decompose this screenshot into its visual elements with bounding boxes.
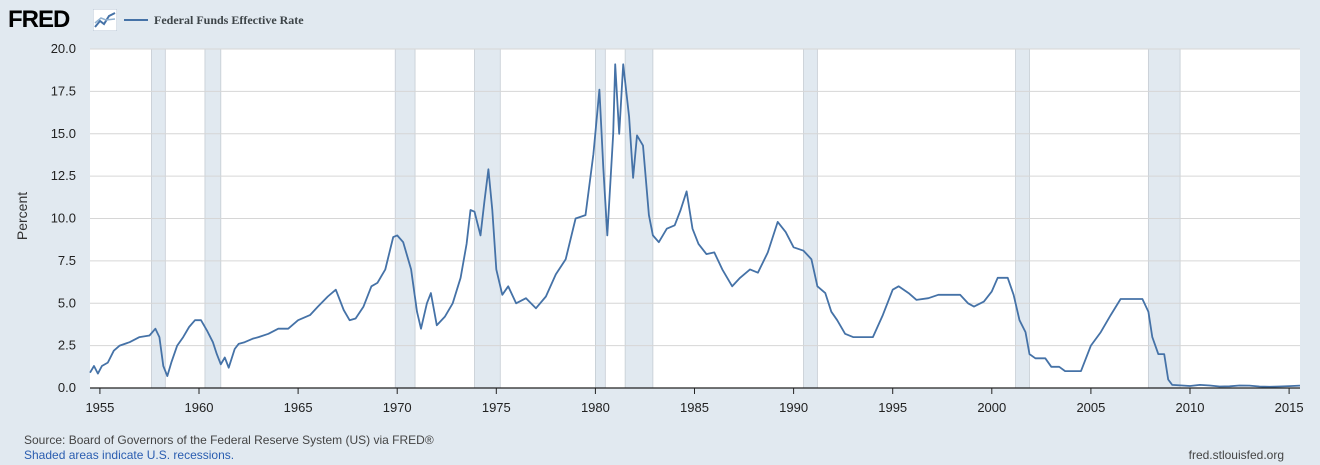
y-tick-label: 15.0 <box>51 126 76 141</box>
x-tick-label: 1960 <box>185 400 214 415</box>
x-tick-label: 1970 <box>383 400 412 415</box>
y-axis-title: Percent <box>14 192 30 240</box>
gridlines <box>90 48 1300 389</box>
x-tick-label: 1955 <box>85 400 114 415</box>
y-tick-label: 12.5 <box>51 168 76 183</box>
x-tick-label: 1965 <box>284 400 313 415</box>
x-tick-label: 1995 <box>878 400 907 415</box>
legend-label: Federal Funds Effective Rate <box>154 12 304 27</box>
x-tick-label: 2005 <box>1076 400 1105 415</box>
y-tick-label: 17.5 <box>51 83 76 98</box>
site-link[interactable]: fred.stlouisfed.org <box>1188 448 1284 462</box>
y-tick-label: 2.5 <box>58 338 76 353</box>
series-lines <box>89 63 1301 388</box>
x-tick-label: 1985 <box>680 400 709 415</box>
series-line-fed-funds-rate <box>89 63 1301 388</box>
y-tick-label: 5.0 <box>58 295 76 310</box>
y-tick-label: 10.0 <box>51 211 76 226</box>
legend-swatch <box>124 19 148 21</box>
axes: 0.0 2.5 5.0 7.5 10.0 12.5 15.0 17.5 20.0 1955 1960… <box>51 41 1304 415</box>
chart-legend[interactable]: Federal Funds Effective Rate <box>124 10 304 30</box>
line-chart-icon <box>93 9 117 31</box>
x-tick-label: 2010 <box>1176 400 1205 415</box>
x-tick-label: 1990 <box>779 400 808 415</box>
x-tick-label: 1980 <box>581 400 610 415</box>
x-tick-label: 1975 <box>482 400 511 415</box>
x-tick-label: 2015 <box>1275 400 1304 415</box>
source-note: Source: Board of Governors of the Federa… <box>24 433 434 447</box>
chart-header: FRED Federal Funds Effective Rate <box>0 0 1320 40</box>
x-tick-label: 2000 <box>977 400 1006 415</box>
y-tick-label: 0.0 <box>58 380 76 395</box>
y-tick-label: 20.0 <box>51 41 76 56</box>
fred-logo[interactable]: FRED <box>8 6 70 33</box>
recession-note-link[interactable]: Shaded areas indicate U.S. recessions. <box>24 448 235 462</box>
y-tick-label: 7.5 <box>58 253 76 268</box>
